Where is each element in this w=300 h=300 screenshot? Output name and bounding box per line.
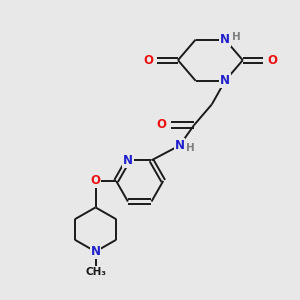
Text: N: N <box>220 74 230 87</box>
Text: O: O <box>91 174 100 188</box>
Text: N: N <box>174 139 184 152</box>
Text: O: O <box>157 118 167 131</box>
Text: O: O <box>267 54 277 67</box>
Text: N: N <box>123 154 133 167</box>
Text: N: N <box>91 245 100 258</box>
Text: O: O <box>143 54 154 67</box>
Text: N: N <box>220 33 230 46</box>
Text: H: H <box>186 143 195 153</box>
Text: H: H <box>232 32 241 42</box>
Text: CH₃: CH₃ <box>85 267 106 277</box>
